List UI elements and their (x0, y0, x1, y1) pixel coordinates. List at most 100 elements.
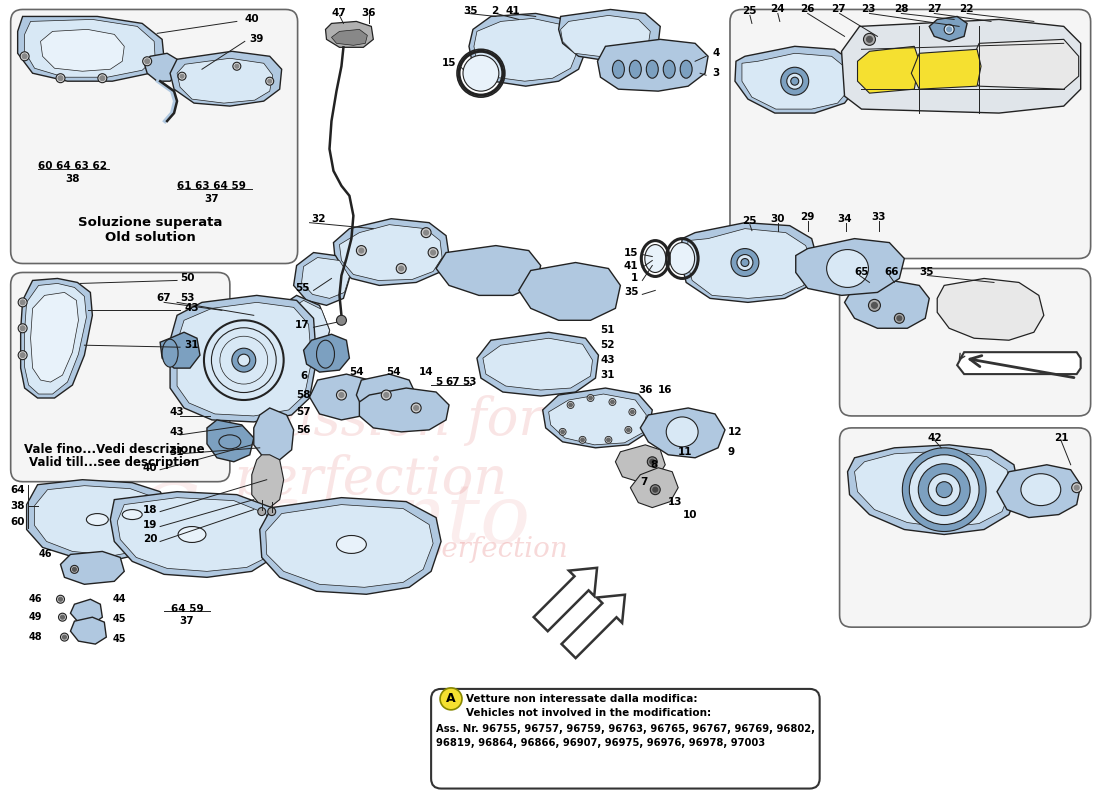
Circle shape (267, 79, 272, 83)
Text: 33: 33 (871, 212, 886, 222)
Text: Guaranto: Guaranto (133, 479, 530, 559)
Polygon shape (18, 17, 164, 81)
Circle shape (918, 464, 970, 515)
Circle shape (100, 76, 104, 81)
Text: 35: 35 (463, 6, 477, 17)
FancyBboxPatch shape (730, 10, 1090, 258)
Text: 50: 50 (180, 274, 195, 283)
Polygon shape (360, 388, 449, 432)
Ellipse shape (667, 417, 698, 447)
Ellipse shape (670, 242, 694, 274)
Polygon shape (686, 229, 812, 298)
Polygon shape (561, 594, 625, 658)
Circle shape (20, 353, 25, 358)
Polygon shape (845, 281, 930, 328)
Text: 45: 45 (112, 614, 125, 624)
Polygon shape (24, 283, 87, 394)
Text: 46: 46 (39, 550, 53, 559)
Circle shape (398, 266, 404, 271)
Polygon shape (279, 300, 330, 367)
Polygon shape (858, 46, 920, 93)
Polygon shape (519, 262, 620, 320)
Circle shape (56, 74, 65, 82)
Text: 15: 15 (624, 247, 638, 258)
Polygon shape (26, 480, 172, 559)
Polygon shape (60, 551, 124, 584)
Circle shape (19, 350, 28, 360)
Polygon shape (21, 278, 92, 398)
Circle shape (650, 485, 660, 494)
Polygon shape (549, 394, 647, 445)
Text: A: A (447, 692, 455, 706)
Text: 37: 37 (179, 616, 195, 626)
Polygon shape (177, 302, 311, 416)
Polygon shape (340, 225, 442, 281)
Polygon shape (170, 295, 317, 422)
Circle shape (411, 403, 421, 413)
Text: 67: 67 (446, 377, 460, 387)
Text: Ass. Nr. 96755, 96757, 96759, 96763, 96765, 96767, 96769, 96802,: Ass. Nr. 96755, 96757, 96759, 96763, 967… (436, 724, 815, 734)
Circle shape (257, 507, 266, 515)
Circle shape (238, 354, 250, 366)
FancyBboxPatch shape (839, 269, 1090, 416)
Circle shape (864, 34, 876, 46)
Text: 61 63 64 59: 61 63 64 59 (177, 181, 246, 191)
FancyBboxPatch shape (431, 689, 820, 789)
Text: Vetture non interessate dalla modifica:: Vetture non interessate dalla modifica: (466, 694, 697, 704)
Ellipse shape (826, 250, 869, 287)
Polygon shape (957, 352, 1080, 374)
Circle shape (610, 400, 614, 404)
Circle shape (1071, 482, 1081, 493)
Polygon shape (630, 468, 679, 507)
Text: Old solution: Old solution (104, 231, 196, 244)
Circle shape (627, 428, 630, 432)
Text: 57: 57 (296, 407, 311, 417)
FancyBboxPatch shape (11, 273, 230, 482)
Circle shape (607, 438, 610, 442)
Polygon shape (70, 617, 107, 644)
Text: 41: 41 (624, 261, 638, 270)
Ellipse shape (645, 245, 665, 273)
Text: 65: 65 (855, 267, 869, 278)
Polygon shape (937, 278, 1044, 340)
Circle shape (60, 633, 68, 641)
Circle shape (178, 72, 186, 80)
Text: 45: 45 (112, 634, 125, 644)
Polygon shape (436, 246, 541, 295)
Text: 11: 11 (679, 447, 693, 457)
Text: 60: 60 (11, 517, 25, 526)
Text: 19: 19 (143, 519, 157, 530)
Text: Soluzione superata: Soluzione superata (78, 216, 222, 229)
Circle shape (896, 316, 902, 321)
Circle shape (70, 566, 78, 574)
Circle shape (20, 52, 29, 61)
Text: 55: 55 (295, 283, 309, 294)
Circle shape (650, 459, 654, 464)
Polygon shape (326, 22, 373, 47)
Text: 4: 4 (712, 48, 719, 58)
FancyBboxPatch shape (11, 10, 298, 263)
Circle shape (430, 250, 436, 255)
Text: 51: 51 (601, 326, 615, 335)
Circle shape (440, 688, 462, 710)
Text: 36: 36 (362, 9, 376, 18)
Circle shape (396, 263, 406, 274)
Text: 44: 44 (112, 594, 125, 604)
Circle shape (428, 247, 438, 258)
Circle shape (232, 348, 256, 372)
Text: 7: 7 (640, 477, 648, 486)
Ellipse shape (162, 339, 178, 367)
Text: 23: 23 (861, 5, 876, 14)
Polygon shape (70, 599, 102, 624)
Polygon shape (272, 295, 330, 372)
Ellipse shape (613, 60, 625, 78)
Circle shape (559, 428, 566, 435)
Circle shape (356, 246, 366, 255)
Text: 35: 35 (920, 267, 934, 278)
Circle shape (629, 409, 636, 415)
Text: 29: 29 (800, 212, 814, 222)
Circle shape (1075, 485, 1079, 490)
Circle shape (732, 249, 759, 277)
Circle shape (98, 74, 107, 82)
Circle shape (22, 54, 28, 58)
